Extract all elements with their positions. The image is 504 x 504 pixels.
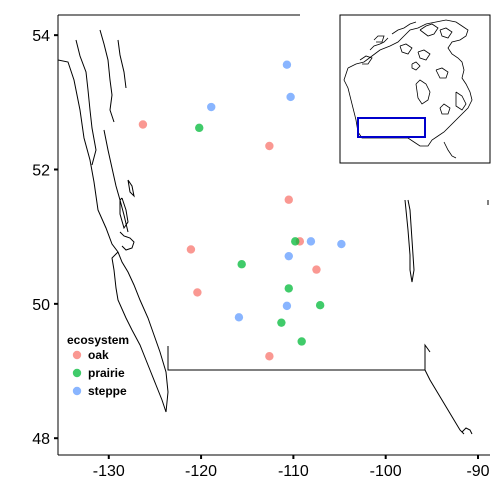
data-point-steppe [207, 102, 216, 112]
x-axis-ticks: -130 -120 -110 -100 -90 [93, 455, 490, 480]
x-tick-label: -110 [278, 463, 309, 480]
data-point-steppe [282, 60, 292, 69]
y-tick-label: 48 [32, 431, 50, 448]
data-point-prairie [237, 260, 246, 269]
data-point-oak [312, 265, 321, 274]
y-axis-ticks: 48 50 52 54 [32, 28, 58, 448]
legend-swatch-steppe [72, 386, 82, 396]
data-point-oak [265, 141, 274, 151]
data-point-oak [265, 352, 274, 361]
x-tick-label: -90 [466, 463, 489, 480]
data-point-oak [138, 120, 148, 129]
y-tick-label: 54 [32, 28, 50, 45]
inset-highlight-box [357, 117, 426, 138]
y-tick-label: 52 [32, 163, 50, 180]
y-tick-label: 50 [32, 297, 50, 314]
data-point-prairie [195, 123, 204, 133]
data-point-prairie [284, 284, 293, 293]
legend-label-oak: oak [88, 348, 109, 362]
legend: ecosystem oak prairie steppe [67, 333, 129, 398]
legend-label-prairie: prairie [88, 366, 125, 380]
x-tick-label: -100 [370, 463, 402, 480]
x-tick-label: -120 [185, 463, 217, 480]
data-point-oak [193, 288, 202, 297]
data-point-prairie [277, 318, 286, 327]
data-point-steppe [284, 251, 293, 261]
data-points [138, 60, 346, 361]
data-point-prairie [297, 337, 306, 346]
data-point-oak [284, 195, 293, 204]
main-map-outline [57, 14, 489, 435]
legend-swatch-oak [72, 350, 82, 360]
data-point-prairie [291, 237, 300, 246]
data-point-prairie [315, 300, 325, 310]
legend-swatch-prairie [72, 368, 82, 378]
data-point-steppe [282, 301, 292, 311]
inset-map [339, 14, 491, 164]
data-point-oak [186, 245, 196, 254]
data-point-steppe [234, 313, 244, 322]
legend-title: ecosystem [67, 333, 129, 347]
data-point-steppe [337, 239, 346, 249]
legend-items: oak prairie steppe [72, 348, 127, 398]
legend-label-steppe: steppe [88, 384, 127, 398]
inset-frame [339, 14, 491, 164]
data-point-steppe [306, 237, 316, 246]
x-tick-label: -130 [93, 463, 125, 480]
data-point-steppe [286, 92, 295, 102]
